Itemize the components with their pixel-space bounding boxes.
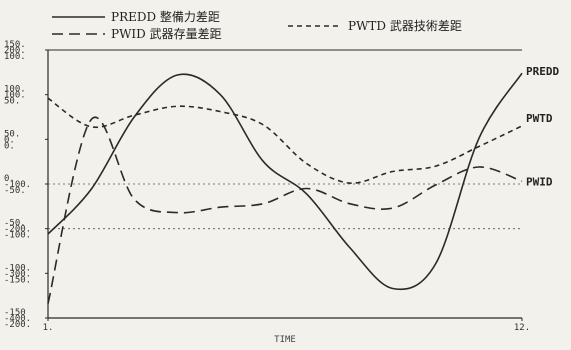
y-tick-label: -400. (4, 314, 31, 324)
y-tick-label: -150. (4, 275, 31, 285)
y-tick-label: 200. (4, 46, 26, 56)
series-end-label: PREDD (526, 65, 559, 78)
series-line-pwid (47, 116, 523, 304)
y-tick-label: -50. (4, 186, 26, 196)
y-tick-label: 0. (4, 141, 15, 151)
series-line-pwtd (47, 97, 523, 184)
y-tick-label: -100. (4, 180, 31, 190)
y-tick-label: 100. (4, 52, 26, 62)
legend-label: PREDD 整備力差距 (111, 9, 220, 24)
y-tick-label: 0. (4, 174, 15, 184)
series-lines (47, 72, 523, 304)
y-tick-label: 50. (4, 97, 20, 107)
y-tick-label: -200. (4, 225, 31, 235)
series-end-label: PWTD (526, 112, 553, 125)
y-tick-label: -50. (4, 219, 26, 229)
x-tick-label: 12. (514, 323, 530, 333)
legend: PREDD 整備力差距 PWID 武器存量差距 PWTD 武器技術差距 (52, 9, 462, 41)
y-tick-label: 0. (4, 135, 15, 145)
series-end-label: PWID (526, 175, 553, 188)
y-tick-label: -300. (4, 269, 31, 279)
x-tick-labels: 1. 12. (43, 318, 530, 333)
y-tick-label: -100. (4, 231, 31, 241)
legend-label: PWID 武器存量差距 (111, 27, 222, 41)
y-tick-label: 100. (4, 85, 26, 95)
y-tick-label: 150. (4, 40, 26, 50)
series-line-predd (47, 72, 523, 291)
y-tick-label: -100. (4, 263, 31, 273)
series-end-labels: PREDD PWID PWTD (526, 65, 559, 188)
y-tick-label: 50. (4, 129, 20, 139)
x-tick-label: 1. (43, 323, 54, 333)
y-tick-label: -150 (4, 308, 26, 318)
y-tick-label: 100. (4, 91, 26, 101)
x-axis-label: TIME (274, 335, 296, 345)
reference-lines (48, 183, 522, 230)
y-tick-label: -200. (4, 320, 31, 330)
y-tick-labels: 150.100.50.0.-50.-100.-150200.100.0.-100… (4, 40, 48, 330)
legend-label: PWTD 武器技術差距 (348, 19, 462, 33)
